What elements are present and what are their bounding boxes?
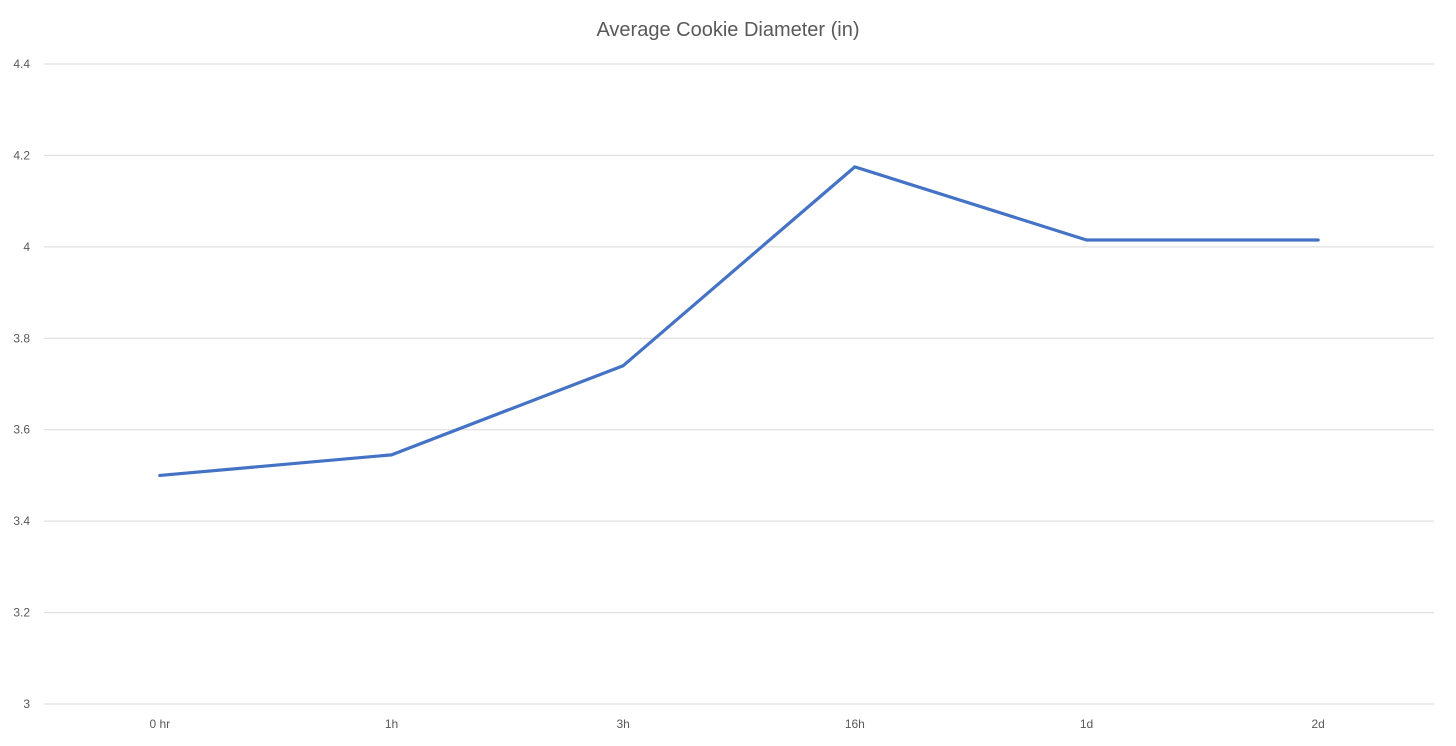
x-tick-label: 2d — [1311, 717, 1324, 731]
y-tick-label: 3.4 — [13, 514, 30, 528]
x-axis-tick-labels: 0 hr 1h 3h 16h 1d 2d — [149, 717, 1324, 731]
y-axis-tick-labels: 3 3.2 3.4 3.6 3.8 4 4.2 4.4 — [13, 57, 30, 711]
x-tick-label: 3h — [616, 717, 629, 731]
x-tick-label: 1h — [385, 717, 398, 731]
y-tick-label: 3.6 — [13, 423, 30, 437]
x-tick-label: 0 hr — [149, 717, 170, 731]
y-tick-label: 4 — [23, 240, 30, 254]
series-lines — [158, 165, 1320, 478]
y-tick-label: 4.4 — [13, 57, 30, 71]
y-tick-label: 3.8 — [13, 331, 30, 345]
y-tick-label: 3 — [23, 697, 30, 711]
x-tick-label: 1d — [1080, 717, 1093, 731]
series-line — [158, 165, 1320, 478]
x-tick-label: 16h — [845, 717, 865, 731]
chart-title: Average Cookie Diameter (in) — [596, 19, 859, 41]
y-tick-label: 4.2 — [13, 148, 30, 162]
gridlines — [44, 63, 1434, 705]
y-tick-label: 3.2 — [13, 606, 30, 620]
